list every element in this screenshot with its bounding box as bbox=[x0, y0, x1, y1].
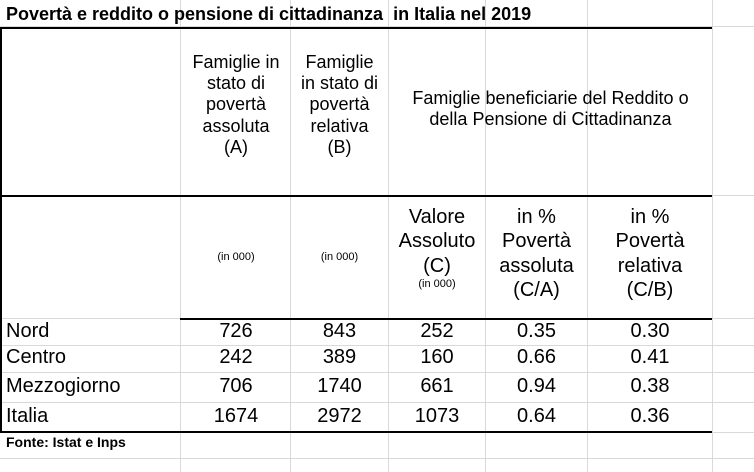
cell-a: 242 bbox=[219, 346, 253, 368]
row-label: Italia bbox=[6, 405, 49, 427]
header-col-a: Famiglie in stato di povertà assoluta (A) bbox=[192, 52, 280, 157]
data-top-border bbox=[180, 318, 712, 320]
cell-a: 1674 bbox=[213, 405, 259, 427]
header-col-b: Famiglie in stato di povertà relativa (B) bbox=[300, 52, 379, 157]
cell-cb: 0.41 bbox=[630, 346, 670, 368]
unit-col-a: (in 000) bbox=[217, 250, 255, 263]
cell-a: 726 bbox=[219, 320, 253, 342]
cell-b: 2972 bbox=[317, 405, 362, 427]
top-border bbox=[0, 27, 712, 29]
cell-ca: 0.35 bbox=[517, 320, 556, 342]
cell-cb: 0.30 bbox=[630, 320, 670, 342]
cell-a: 706 bbox=[219, 375, 253, 397]
cell-b: 843 bbox=[322, 320, 357, 342]
unit-col-c: (in 000) bbox=[418, 278, 456, 291]
header-group-beneficiaries: Famiglie beneficiarie del Reddito o della… bbox=[412, 88, 689, 130]
cell-b: 1740 bbox=[317, 375, 362, 397]
header-col-cb: in % Povertà relativa (C/B) bbox=[615, 206, 685, 302]
cell-b: 389 bbox=[322, 346, 357, 368]
row-label: Centro bbox=[6, 346, 67, 368]
row-label: Nord bbox=[6, 320, 50, 342]
cell-ca: 0.94 bbox=[517, 375, 556, 397]
bottom-border bbox=[0, 431, 712, 433]
table-title: Povertà e reddito o pensione di cittadin… bbox=[6, 4, 532, 24]
source-note: Fonte: Istat e Inps bbox=[6, 434, 126, 450]
cell-c: 1073 bbox=[414, 405, 460, 427]
cell-c: 252 bbox=[420, 320, 454, 342]
header-col-ca: in % Povertà assoluta (C/A) bbox=[499, 206, 574, 302]
cell-c: 661 bbox=[420, 375, 454, 397]
header-row-border bbox=[0, 195, 712, 197]
cell-ca: 0.66 bbox=[517, 346, 556, 368]
row-label: Mezzogiorno bbox=[6, 375, 121, 397]
unit-col-b: (in 000) bbox=[320, 250, 359, 263]
cell-ca: 0.64 bbox=[517, 405, 556, 427]
left-border bbox=[0, 27, 2, 432]
cell-cb: 0.38 bbox=[630, 375, 670, 397]
cell-cb: 0.36 bbox=[630, 405, 670, 427]
cell-c: 160 bbox=[420, 346, 454, 368]
header-col-c: Valore Assoluto (C) (in 000) bbox=[398, 206, 476, 291]
